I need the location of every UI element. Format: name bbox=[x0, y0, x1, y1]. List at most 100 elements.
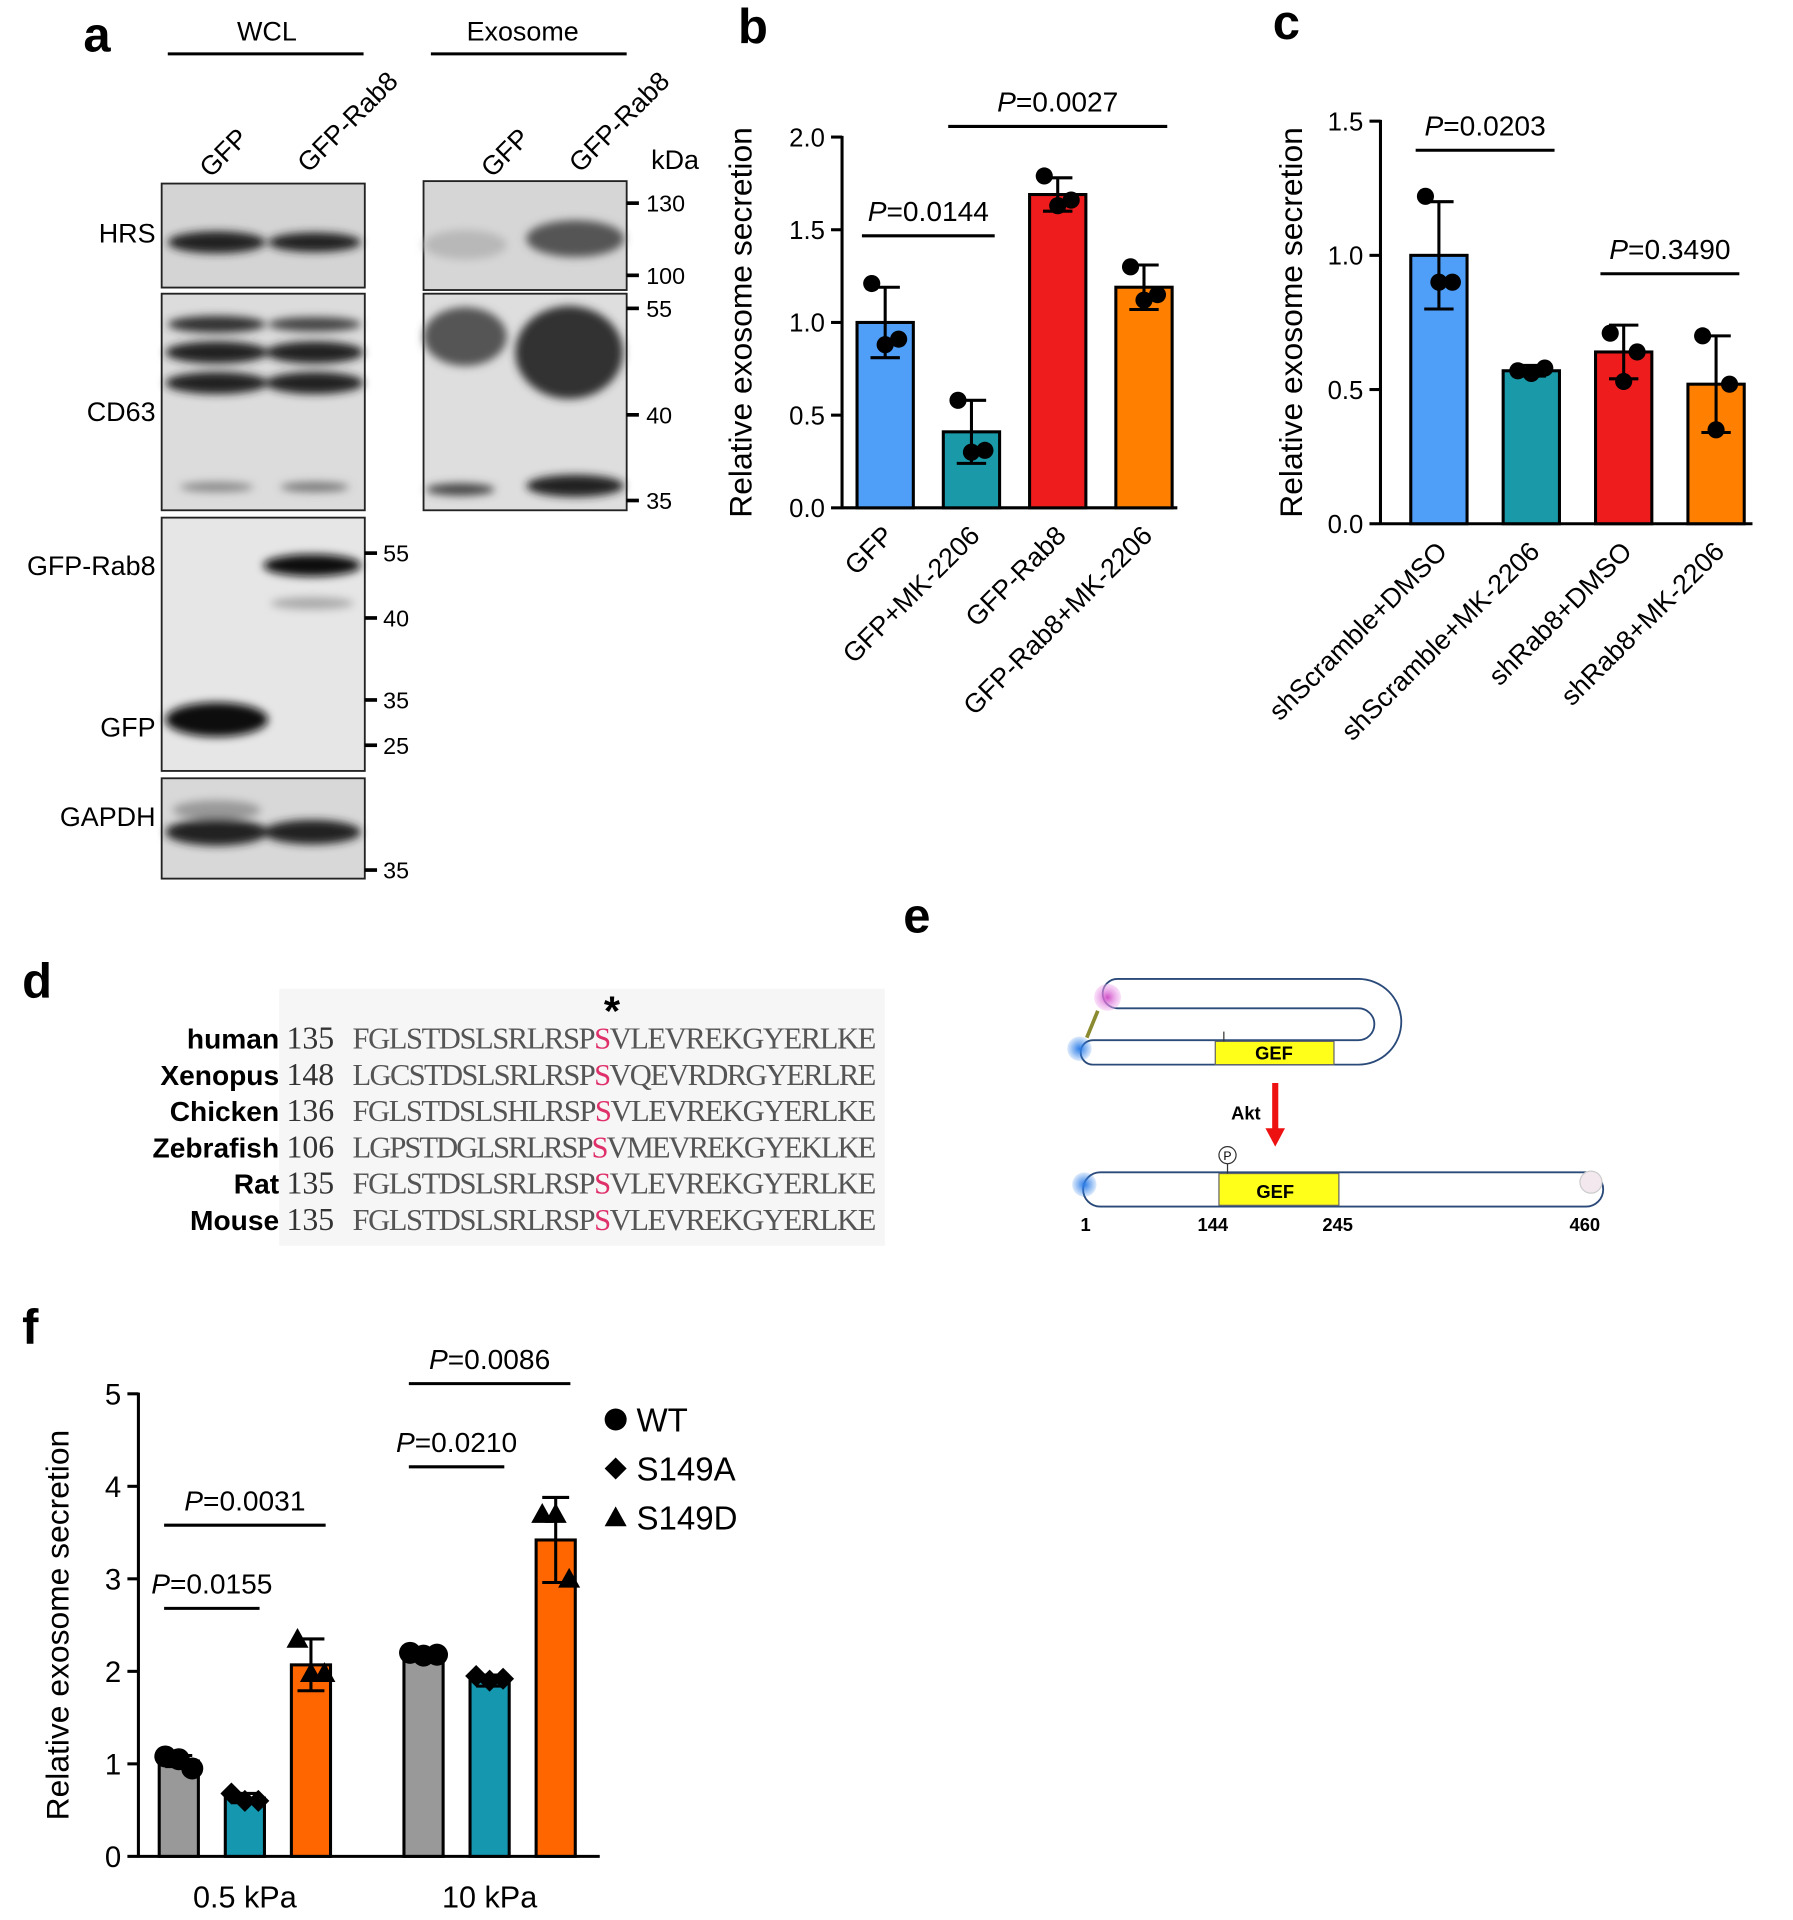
point bbox=[1694, 327, 1712, 345]
x-tick-label: 0.5 kPa bbox=[193, 1881, 297, 1915]
panel-label: f bbox=[22, 1301, 39, 1355]
bar bbox=[468, 1679, 511, 1858]
start-position: 135 bbox=[286, 1021, 334, 1056]
point bbox=[492, 1667, 515, 1690]
marker-label: 55 bbox=[383, 541, 409, 567]
linker bbox=[1085, 1010, 1100, 1039]
marker-label: 130 bbox=[646, 191, 685, 217]
x-tick-label: GFP bbox=[839, 520, 899, 580]
marker-label: 25 bbox=[383, 733, 409, 759]
point bbox=[1601, 324, 1619, 342]
band bbox=[165, 341, 269, 364]
header: WCL bbox=[237, 16, 297, 46]
domain-diagram: GEF Akt GEF P 1 144 245 460 bbox=[1067, 978, 1605, 1235]
start-position: 135 bbox=[286, 1202, 334, 1237]
point bbox=[181, 1757, 204, 1780]
blot-label: CD63 bbox=[87, 397, 156, 427]
start-position: 135 bbox=[286, 1166, 334, 1201]
band bbox=[265, 372, 364, 395]
band bbox=[515, 305, 624, 399]
p-value: P=0.0203 bbox=[1424, 111, 1545, 142]
point bbox=[233, 1789, 256, 1812]
species-label: Xenopus bbox=[160, 1060, 279, 1091]
y-tick-label: 0 bbox=[105, 1841, 121, 1874]
point bbox=[544, 1503, 567, 1523]
phospho-circle bbox=[1218, 1146, 1237, 1165]
marker-label: 35 bbox=[646, 488, 672, 514]
bar bbox=[1028, 192, 1088, 510]
panel-label: d bbox=[22, 954, 52, 1008]
position-label: 144 bbox=[1198, 1214, 1229, 1235]
n-terminus bbox=[1067, 1036, 1092, 1061]
y-tick-label: 3 bbox=[105, 1563, 121, 1596]
y-tick-label: 0.0 bbox=[789, 495, 825, 523]
start-position: 106 bbox=[286, 1129, 334, 1164]
position-label: 245 bbox=[1322, 1214, 1353, 1235]
y-tick-label: 5 bbox=[105, 1378, 121, 1411]
sequence: FGLSTDSLSRLRSPSVLEVREKGYERLKE bbox=[353, 1203, 877, 1237]
start-position: 148 bbox=[286, 1057, 334, 1092]
marker-label: 55 bbox=[646, 296, 672, 322]
band bbox=[167, 231, 266, 254]
arrow-head bbox=[1265, 1128, 1286, 1147]
point bbox=[1443, 273, 1461, 291]
y-tick-label: 1.0 bbox=[789, 310, 825, 338]
band bbox=[526, 220, 625, 257]
band bbox=[265, 341, 364, 364]
p-value: P=0.0086 bbox=[429, 1344, 550, 1375]
point bbox=[976, 441, 994, 459]
western-blot: WCL Exosome GFP GFP-Rab8 GFP GFP-Rab8 kD… bbox=[27, 16, 699, 883]
protein-open bbox=[1082, 1171, 1605, 1208]
legend-marker bbox=[604, 1408, 627, 1431]
point bbox=[1720, 375, 1739, 393]
point bbox=[1148, 286, 1167, 304]
bar bbox=[1114, 285, 1174, 510]
bands bbox=[165, 220, 625, 846]
point bbox=[1121, 258, 1140, 276]
panel-label: e bbox=[903, 889, 930, 943]
point bbox=[558, 1567, 581, 1588]
marker-label: 100 bbox=[646, 263, 685, 289]
band bbox=[165, 702, 269, 737]
y-tick-label: 2.0 bbox=[789, 124, 825, 152]
species-label: Chicken bbox=[170, 1096, 279, 1127]
band bbox=[165, 372, 269, 395]
species-label: Mouse bbox=[190, 1205, 279, 1236]
point bbox=[1628, 343, 1646, 361]
p-value: P=0.0155 bbox=[151, 1569, 272, 1600]
point bbox=[1707, 421, 1725, 439]
point bbox=[1522, 364, 1540, 383]
y-axis-label: Relative exosome secretion bbox=[722, 127, 758, 518]
gef-domain bbox=[1218, 1172, 1340, 1206]
y-tick-label: 2 bbox=[105, 1656, 121, 1689]
band bbox=[280, 482, 349, 492]
bar bbox=[534, 1538, 577, 1858]
point bbox=[962, 443, 981, 461]
marker-label: 40 bbox=[383, 606, 409, 632]
point bbox=[1035, 167, 1053, 185]
sequence: FGLSTDSLSHLRSPSVLEVREKGYERLKE bbox=[353, 1094, 877, 1128]
band bbox=[425, 483, 495, 496]
lane-label: GFP bbox=[475, 123, 535, 183]
y-tick-label: 0.5 bbox=[1328, 377, 1364, 405]
band bbox=[165, 818, 269, 846]
point bbox=[1536, 359, 1554, 377]
legend-label: WT bbox=[636, 1403, 687, 1440]
band bbox=[263, 819, 362, 845]
y-tick-label: 1.5 bbox=[1328, 108, 1364, 136]
point bbox=[313, 1662, 336, 1683]
header: Exosome bbox=[467, 16, 579, 46]
blot-label: HRS bbox=[99, 218, 156, 248]
marker-labels: 130 100 55 40 35 55 40 35 25 35 bbox=[383, 191, 685, 884]
panel-label: b bbox=[738, 0, 768, 54]
band bbox=[167, 315, 266, 333]
y-tick-label: 0.5 bbox=[789, 402, 825, 430]
point bbox=[1062, 191, 1080, 209]
alignment: * human 135 FGLSTDSLSRLRSPSVLEVREKGYERLKEX… bbox=[153, 987, 885, 1246]
species-label: human bbox=[187, 1024, 279, 1055]
sequence: FGLSTDSLSRLRSPSVLEVREKGYERLKE bbox=[353, 1022, 877, 1056]
y-axis-label: Relative exosome secretion bbox=[40, 1430, 76, 1821]
point bbox=[876, 336, 894, 354]
band bbox=[268, 232, 362, 253]
